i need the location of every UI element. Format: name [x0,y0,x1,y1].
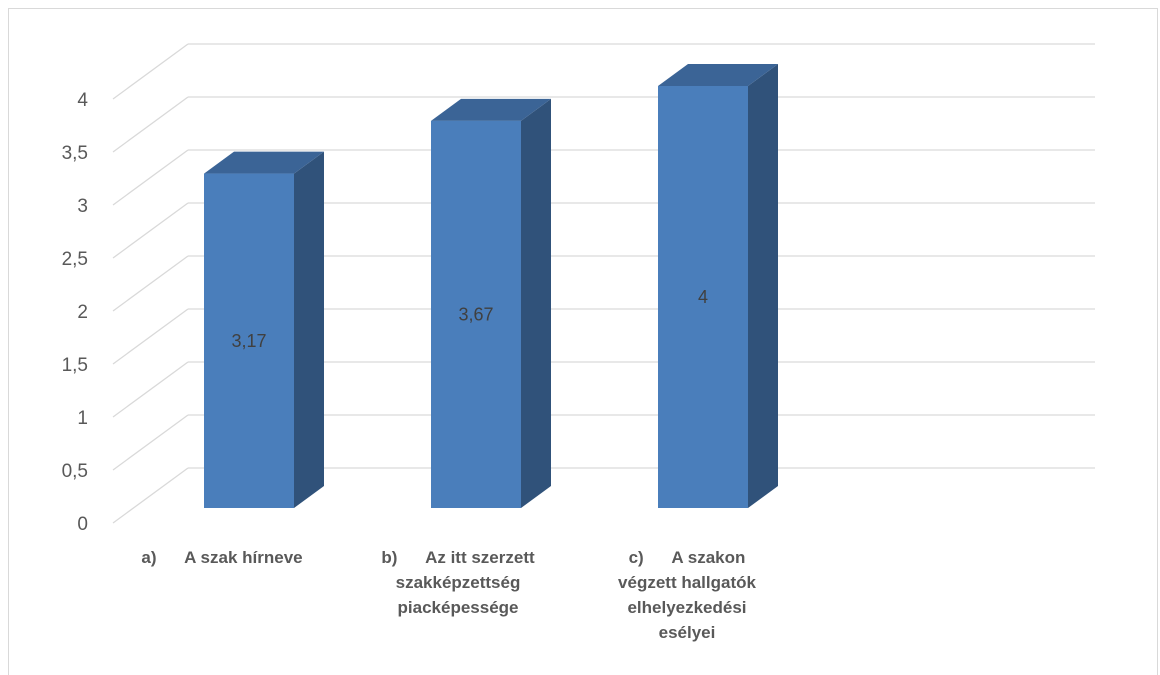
y-tick-label: 0,5 [62,461,88,482]
bar-side [294,151,324,508]
gridline-diagonal [112,255,189,312]
y-tick-label: 4 [77,90,88,111]
bar-top [431,98,551,121]
category-label: b) Az itt szerzett [381,548,535,567]
gridlines [112,43,1095,524]
category-label: a) A szak hírneve [141,548,302,567]
gridline-diagonal [112,96,189,153]
category-label: szakképzettség [396,573,521,592]
y-tick-label: 2 [77,302,88,323]
gridline-diagonal [112,43,189,100]
bar-top [204,151,324,174]
category-labels: a) A szak hírneve b) Az itt szerzett szakk… [141,548,756,642]
y-tick-label: 3 [77,196,88,217]
y-tick-label: 1 [77,408,88,429]
data-label: 4 [698,287,708,307]
gridline-diagonal [112,149,189,206]
bars [204,64,778,508]
gridline-diagonal [112,414,189,471]
y-tick-label: 0 [77,514,88,535]
bar-side [748,64,778,508]
gridline-diagonal [112,202,189,259]
y-tick-label: 2,5 [62,249,88,270]
bar [204,173,294,508]
chart-frame [8,8,1158,675]
bar [658,86,748,508]
category-label: piacképessége [398,598,519,617]
category-label: c) A szakon [629,548,746,567]
bar-top [658,64,778,86]
gridline-diagonal [112,308,189,365]
category-label: végzett hallgatók [618,573,756,592]
bar [431,120,521,508]
y-axis-ticks: 0 0,5 1 1,5 2 2,5 3 3,5 4 [62,90,89,535]
bar-side [521,98,551,508]
gridline-diagonal [112,361,189,418]
data-label: 3,67 [458,304,493,324]
gridline-diagonal [112,467,189,524]
category-label: esélyei [659,623,716,642]
data-label: 3,17 [231,331,266,351]
y-tick-label: 1,5 [62,355,88,376]
data-labels: 3,17 3,67 4 [231,287,708,351]
category-label: elhelyezkedési [627,598,746,617]
y-tick-label: 3,5 [62,143,88,164]
